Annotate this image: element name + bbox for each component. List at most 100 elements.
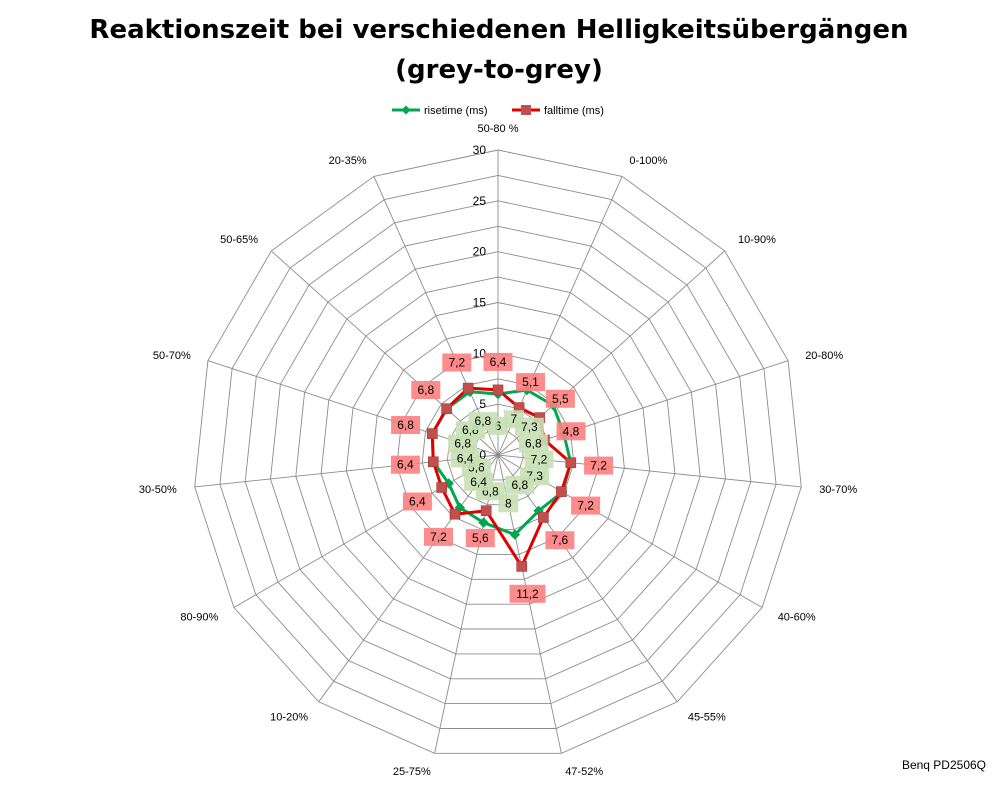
category-label: 50-80 % [478, 123, 519, 135]
data-point [436, 482, 448, 493]
data-label: 7,2 [448, 356, 465, 370]
legend: risetime (ms) falltime (ms) [392, 105, 604, 117]
radial-axis-ticks: 0 5 10 15 20 25 30 [473, 143, 487, 462]
category-label: 50-70% [153, 350, 191, 362]
grid-ring [270, 225, 726, 680]
data-label: 4,8 [563, 424, 580, 438]
data-label-bg [424, 527, 453, 546]
data-label: 6,4 [409, 495, 426, 509]
data-label-bg [391, 416, 421, 434]
data-label-bg [571, 496, 601, 515]
grid-spoke [318, 454, 499, 703]
data-point [427, 456, 439, 468]
data-label-bg [545, 531, 575, 550]
data-label-bg [584, 456, 614, 475]
data-point [449, 508, 461, 520]
data-label-bg [390, 455, 420, 474]
data-label-bg [450, 449, 480, 468]
data-label: 5,1 [522, 375, 539, 389]
data-label: 6,8 [454, 437, 471, 451]
grid-spoke [434, 454, 499, 754]
category-label: 30-70% [819, 484, 857, 496]
category-label: 30-50% [139, 484, 177, 496]
data-point [478, 517, 489, 528]
grid-ring [244, 200, 752, 705]
grid-ring [345, 302, 651, 605]
radial-tick-label: 15 [473, 296, 487, 310]
category-label: 45-55% [688, 711, 726, 723]
data-label-bg [411, 381, 441, 399]
data-label-bg [514, 417, 544, 436]
data-label: 8 [505, 496, 512, 510]
grid-spoke [497, 454, 678, 703]
grid-spoke [194, 454, 499, 488]
data-label: 6,8 [397, 418, 414, 432]
data-label: 7,2 [590, 459, 607, 473]
data-label: 7 [511, 412, 518, 426]
data-label: 6,4 [490, 355, 507, 369]
data-label-bg [464, 472, 494, 491]
series-falltime [426, 382, 577, 572]
data-label: 6,8 [511, 478, 528, 492]
data-label: 6,4 [470, 475, 487, 489]
data-point [480, 505, 492, 517]
data-label: 5,6 [472, 531, 489, 545]
data-label-bg [545, 389, 575, 408]
data-label: 7,2 [577, 499, 594, 513]
data-label: 7,2 [531, 452, 548, 466]
data-label-bg [468, 412, 498, 431]
data-label-bg [483, 352, 513, 371]
radial-tick-label: 30 [473, 143, 487, 157]
radial-tick-label: 0 [479, 448, 486, 462]
data-label-bg [442, 353, 472, 372]
data-label: 7,3 [521, 420, 538, 434]
data-label: 6 [495, 419, 502, 433]
category-label: 47-52% [565, 766, 603, 778]
data-label: 6,8 [525, 437, 542, 451]
chart-title-line-1: Reaktionszeit bei verschiedenen Helligke… [89, 15, 909, 45]
data-label: 6,4 [397, 458, 414, 472]
data-label-bg [518, 434, 548, 453]
category-label: 10-20% [270, 711, 308, 723]
data-point [441, 403, 452, 415]
data-point [565, 457, 577, 469]
radial-tick-label: 25 [473, 194, 487, 208]
category-label: 20-80% [805, 350, 843, 362]
data-point [426, 428, 438, 439]
category-labels: 50-80 % 0-100% 10-90% 20-80% 30-70% 40-60% 45-… [139, 123, 857, 778]
data-label-bg [402, 492, 432, 511]
data-labels-falltime: 6,45,15,54,87,27,27,611,25,67,26,46,46,8… [390, 352, 614, 603]
category-label: 80-90% [180, 612, 218, 624]
data-label: 6,4 [457, 452, 474, 466]
data-label-bg [516, 373, 545, 392]
grid-ring [219, 174, 777, 729]
grid-ring [295, 251, 701, 655]
source-label: Benq PD2506Q [901, 758, 986, 772]
legend-label: falltime (ms) [544, 105, 604, 117]
data-point [509, 529, 521, 540]
grid-ring [371, 327, 625, 580]
data-label-bg [524, 450, 554, 469]
category-label: 40-60% [778, 612, 816, 624]
data-point [492, 384, 504, 396]
data-label: 7,6 [552, 533, 569, 547]
chart-title-line-2: (grey-to-grey) [395, 55, 603, 85]
data-label: 5,5 [552, 392, 569, 406]
chart-title: Reaktionszeit bei verschiedenen Helligke… [0, 10, 998, 90]
legend-label: risetime (ms) [424, 105, 488, 117]
data-label-bg [505, 476, 535, 494]
category-label: 50-65% [220, 234, 258, 246]
legend-item: falltime (ms) [512, 105, 604, 117]
data-label: 11,2 [516, 587, 539, 601]
category-label: 10-90% [738, 234, 776, 246]
radial-tick-label: 5 [479, 397, 486, 411]
category-label: 25-75% [393, 766, 431, 778]
data-point [462, 382, 474, 394]
grid-spoke [270, 250, 499, 456]
legend-item: risetime (ms) [392, 105, 488, 117]
radar-grid [194, 149, 802, 754]
data-labels-risetime: 677,36,87,27,36,886,86,45,66,46,86,86,8 [448, 410, 554, 513]
data-point [516, 561, 528, 572]
data-label: 6,8 [417, 383, 434, 397]
